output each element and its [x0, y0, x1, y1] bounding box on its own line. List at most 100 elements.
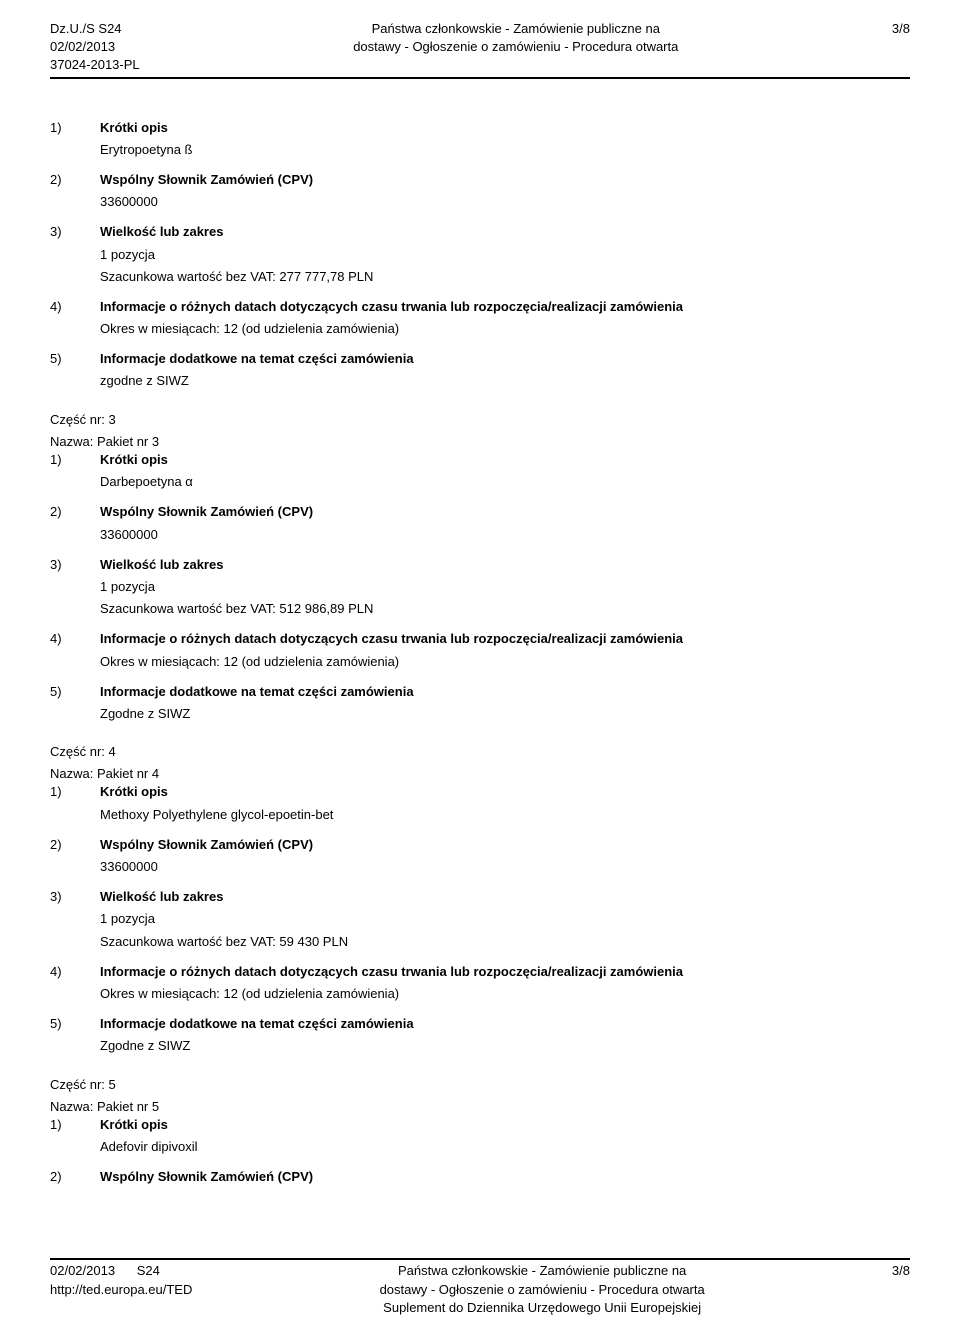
- item-text: zgodne z SIWZ: [100, 372, 910, 390]
- part-number: Część nr: 5: [50, 1076, 910, 1094]
- part-name: Nazwa: Pakiet nr 3: [50, 433, 910, 451]
- spacer: [50, 1007, 910, 1015]
- item-number: 3): [50, 556, 100, 574]
- item-body: Informacje o różnych datach dotyczących …: [100, 630, 910, 648]
- item-row: 2)Wspólny Słownik Zamówień (CPV): [50, 171, 910, 189]
- item-text: Szacunkowa wartość bez VAT: 59 430 PLN: [100, 933, 910, 951]
- item-text: Adefovir dipivoxil: [100, 1138, 910, 1156]
- item-body: Wspólny Słownik Zamówień (CPV): [100, 1168, 910, 1186]
- spacer: [50, 880, 910, 888]
- item-text: 1 pozycja: [100, 246, 910, 264]
- footer-center-line1: Państwa członkowskie - Zamówienie public…: [192, 1262, 892, 1280]
- item-body: Informacje o różnych datach dotyczących …: [100, 298, 910, 316]
- item-body: Wspólny Słownik Zamówień (CPV): [100, 171, 910, 189]
- item-label: Krótki opis: [100, 119, 910, 137]
- item-number: 2): [50, 171, 100, 189]
- item-number: 3): [50, 223, 100, 241]
- spacer: [50, 1160, 910, 1168]
- item-label: Krótki opis: [100, 783, 910, 801]
- spacer: [50, 622, 910, 630]
- item-text: Zgodne z SIWZ: [100, 1037, 910, 1055]
- footer-center-line3: Suplement do Dziennika Urzędowego Unii E…: [192, 1299, 892, 1317]
- item-row: 4)Informacje o różnych datach dotyczącyc…: [50, 963, 910, 981]
- item-label: Informacje dodatkowe na temat części zam…: [100, 1015, 910, 1033]
- item-row: 5)Informacje dodatkowe na temat części z…: [50, 350, 910, 368]
- item-body: Wielkość lub zakres: [100, 888, 910, 906]
- item-row: 2)Wspólny Słownik Zamówień (CPV): [50, 1168, 910, 1186]
- item-number: 1): [50, 1116, 100, 1134]
- item-text: 33600000: [100, 193, 910, 211]
- page-footer: 02/02/2013 S24 http://ted.europa.eu/TED …: [50, 1258, 910, 1317]
- footer-page: 3/8: [892, 1262, 910, 1280]
- item-body: Informacje dodatkowe na temat części zam…: [100, 1015, 910, 1033]
- item-text: Okres w miesiącach: 12 (od udzielenia za…: [100, 985, 910, 1003]
- item-text: Okres w miesiącach: 12 (od udzielenia za…: [100, 320, 910, 338]
- spacer: [50, 395, 910, 403]
- footer-date: 02/02/2013: [50, 1263, 115, 1278]
- item-number: 1): [50, 119, 100, 137]
- item-row: 5)Informacje dodatkowe na temat części z…: [50, 683, 910, 701]
- header-right: 3/8: [892, 20, 910, 75]
- spacer: [50, 1190, 910, 1198]
- spacer: [50, 290, 910, 298]
- footer-center-line2: dostawy - Ogłoszenie o zamówieniu - Proc…: [192, 1281, 892, 1299]
- header-dzus: Dz.U./S S24: [50, 20, 140, 38]
- item-label: Wspólny Słownik Zamówień (CPV): [100, 171, 910, 189]
- item-row: 1)Krótki opis: [50, 1116, 910, 1134]
- item-number: 2): [50, 503, 100, 521]
- page-header: Dz.U./S S24 02/02/2013 37024-2013-PL Pań…: [50, 20, 910, 79]
- footer-left-line2: http://ted.europa.eu/TED: [50, 1281, 192, 1299]
- spacer: [50, 727, 910, 735]
- part-name: Nazwa: Pakiet nr 5: [50, 1098, 910, 1116]
- item-body: Krótki opis: [100, 451, 910, 469]
- item-row: 3)Wielkość lub zakres: [50, 888, 910, 906]
- footer-left-line1: 02/02/2013 S24: [50, 1262, 192, 1280]
- spacer: [50, 163, 910, 171]
- item-label: Krótki opis: [100, 451, 910, 469]
- item-label: Wspólny Słownik Zamówień (CPV): [100, 836, 910, 854]
- header-left: Dz.U./S S24 02/02/2013 37024-2013-PL: [50, 20, 140, 75]
- spacer: [50, 215, 910, 223]
- item-text: Szacunkowa wartość bez VAT: 277 777,78 P…: [100, 268, 910, 286]
- item-number: 1): [50, 451, 100, 469]
- item-number: 4): [50, 630, 100, 648]
- item-label: Wielkość lub zakres: [100, 888, 910, 906]
- item-row: 5)Informacje dodatkowe na temat części z…: [50, 1015, 910, 1033]
- spacer: [50, 955, 910, 963]
- item-text: 1 pozycja: [100, 578, 910, 596]
- item-body: Wielkość lub zakres: [100, 223, 910, 241]
- header-center-line1: Państwa członkowskie - Zamówienie public…: [140, 20, 892, 38]
- item-text: Methoxy Polyethylene glycol-epoetin-bet: [100, 806, 910, 824]
- item-number: 5): [50, 350, 100, 368]
- spacer: [50, 548, 910, 556]
- item-text: Darbepoetyna α: [100, 473, 910, 491]
- item-text: 1 pozycja: [100, 910, 910, 928]
- spacer: [50, 342, 910, 350]
- part-number: Część nr: 3: [50, 411, 910, 429]
- item-text: Zgodne z SIWZ: [100, 705, 910, 723]
- item-text: Okres w miesiącach: 12 (od udzielenia za…: [100, 653, 910, 671]
- header-date: 02/02/2013: [50, 38, 140, 56]
- item-label: Wielkość lub zakres: [100, 223, 910, 241]
- item-row: 3)Wielkość lub zakres: [50, 223, 910, 241]
- item-label: Wielkość lub zakres: [100, 556, 910, 574]
- item-row: 4)Informacje o różnych datach dotyczącyc…: [50, 298, 910, 316]
- spacer: [50, 495, 910, 503]
- footer-right: 3/8: [892, 1262, 910, 1317]
- item-label: Wspólny Słownik Zamówień (CPV): [100, 1168, 910, 1186]
- item-label: Informacje o różnych datach dotyczących …: [100, 963, 910, 981]
- item-row: 1)Krótki opis: [50, 119, 910, 137]
- item-number: 4): [50, 963, 100, 981]
- item-row: 1)Krótki opis: [50, 783, 910, 801]
- item-body: Krótki opis: [100, 119, 910, 137]
- item-body: Krótki opis: [100, 1116, 910, 1134]
- item-text: Erytropoetyna ß: [100, 141, 910, 159]
- item-row: 2)Wspólny Słownik Zamówień (CPV): [50, 836, 910, 854]
- part-name: Nazwa: Pakiet nr 4: [50, 765, 910, 783]
- item-number: 5): [50, 1015, 100, 1033]
- header-page: 3/8: [892, 20, 910, 38]
- part-number: Część nr: 4: [50, 743, 910, 761]
- item-label: Informacje dodatkowe na temat części zam…: [100, 683, 910, 701]
- spacer: [50, 1060, 910, 1068]
- footer-center: Państwa członkowskie - Zamówienie public…: [192, 1262, 892, 1317]
